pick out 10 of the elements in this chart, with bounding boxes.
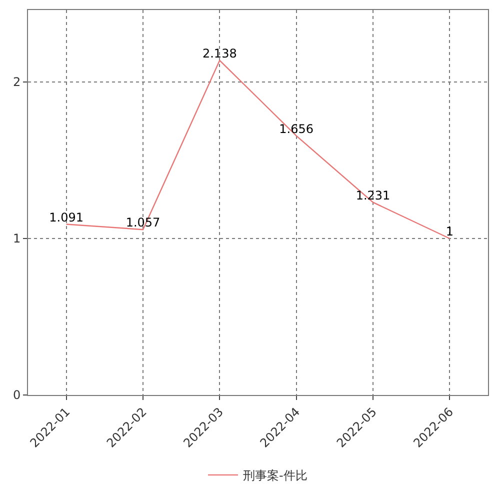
data-label: 1.656 [279,122,314,136]
data-label: 1.231 [356,188,390,202]
data-label: 1.057 [126,216,160,230]
data-label: 1.091 [49,210,84,224]
y-tick-label: 0 [12,388,21,402]
y-tick-label: 2 [12,75,21,90]
legend-label: 刑事案-件比 [243,468,308,483]
data-label: 2.138 [202,46,237,60]
y-tick-label: 1 [12,232,21,246]
data-label: 1 [446,224,454,238]
